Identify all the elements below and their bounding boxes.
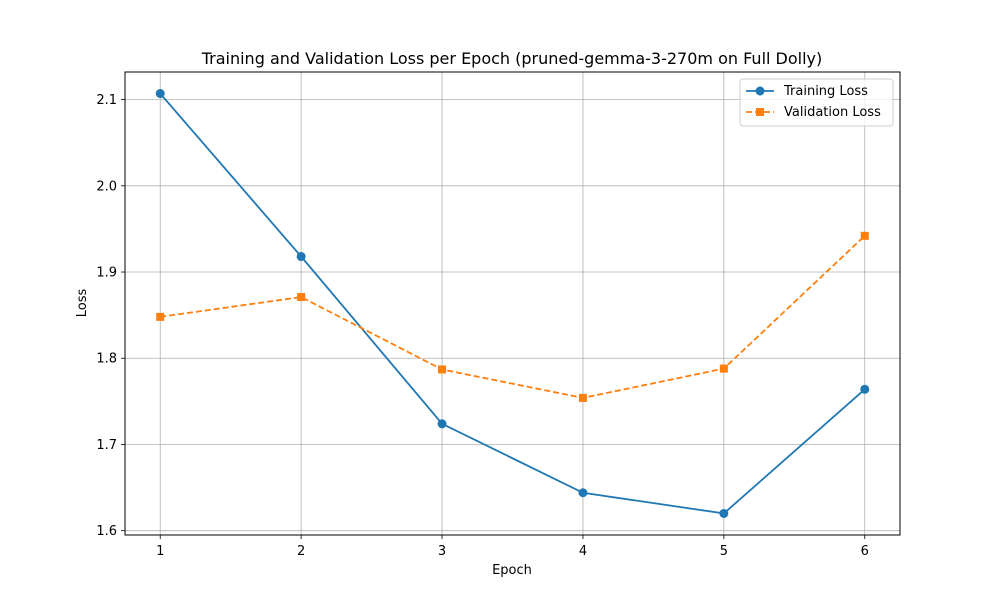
legend-validation-label: Validation Loss xyxy=(784,105,881,120)
grid-lines xyxy=(125,72,900,535)
y-tick-label: 1.8 xyxy=(96,352,117,367)
validation-loss-point xyxy=(860,231,869,240)
x-axis-label: Epoch xyxy=(492,563,532,578)
legend-validation-marker xyxy=(756,108,764,116)
legend-training-marker xyxy=(755,86,765,96)
x-tick-label: 1 xyxy=(156,544,164,559)
chart-title: Training and Validation Loss per Epoch (… xyxy=(201,49,823,68)
validation-loss-point xyxy=(156,312,165,321)
training-loss-line xyxy=(159,92,866,515)
training-loss-point xyxy=(578,488,588,498)
x-tick-label: 5 xyxy=(720,544,728,559)
plot-area-frame xyxy=(124,71,901,536)
x-tick-label: 6 xyxy=(861,544,869,559)
y-tick-label: 1.7 xyxy=(96,438,117,453)
y-axis-label: Loss xyxy=(75,289,90,318)
x-tick-label: 4 xyxy=(579,544,587,559)
validation-loss-point xyxy=(578,393,587,402)
training-loss-point xyxy=(719,508,729,518)
series-layer xyxy=(155,89,870,518)
training-loss-point xyxy=(437,419,447,429)
y-tick-label: 1.9 xyxy=(96,266,117,281)
training-loss-point xyxy=(296,252,306,262)
legend-box xyxy=(739,78,894,127)
x-axis-ticks: 1 2 3 4 5 6 xyxy=(156,535,869,559)
x-tick-label: 2 xyxy=(297,544,305,559)
legend-training-label: Training Loss xyxy=(783,84,868,99)
validation-loss-point xyxy=(297,293,306,302)
validation-loss-point xyxy=(719,364,728,373)
y-tick-label: 1.6 xyxy=(96,524,117,539)
validation-loss-point xyxy=(438,365,447,374)
legend: Training Loss Validation Loss xyxy=(739,78,894,127)
validation-loss-line xyxy=(160,235,866,399)
y-axis-ticks: 1.6 1.7 1.8 1.9 2.0 2.1 xyxy=(96,93,125,539)
training-loss-point xyxy=(860,384,870,394)
x-tick-label: 3 xyxy=(438,544,446,559)
training-loss-point xyxy=(155,89,165,99)
y-tick-label: 2.1 xyxy=(96,93,117,108)
y-tick-label: 2.0 xyxy=(96,179,117,194)
